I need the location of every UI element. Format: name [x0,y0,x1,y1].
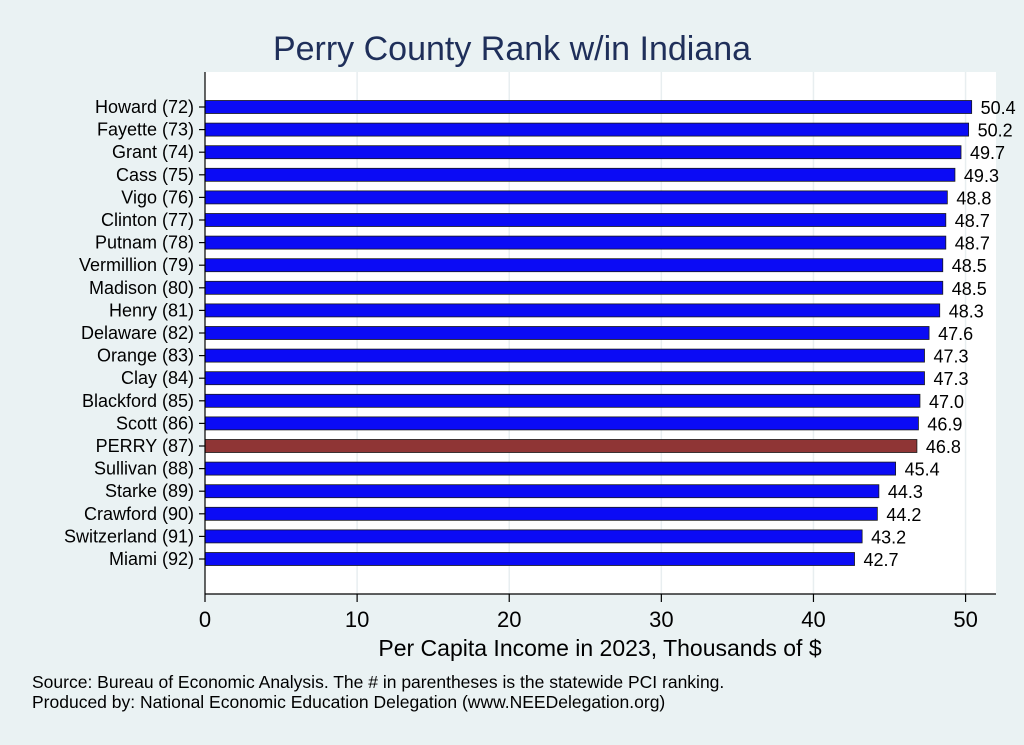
value-label: 46.8 [926,437,961,457]
value-label: 47.0 [929,392,964,412]
category-label: Vermillion (79) [79,255,194,275]
value-label: 48.5 [952,279,987,299]
axes: 0 10 20 30 40 50 Howard (72) Fayette (73)Grant … [64,72,996,632]
bar [204,235,947,250]
value-label: 48.7 [955,234,990,254]
bar [204,552,855,566]
bar [204,393,921,408]
bar [204,303,941,318]
category-label: Blackford (85) [82,391,194,411]
value-label: 47.3 [934,347,969,367]
category-label: Scott (86) [116,413,194,433]
bar [204,461,897,476]
bar [204,167,956,182]
value-label: 49.3 [964,166,999,186]
value-label: 48.8 [956,188,991,208]
bar [204,145,962,160]
x-tick-label: 20 [497,607,521,632]
chart-title: Perry County Rank w/in Indiana [273,30,751,68]
bar [204,280,944,295]
category-label: Starke (89) [105,481,194,501]
category-label: Switzerland (91) [64,526,194,546]
value-label: 50.4 [981,98,1016,118]
category-label: Fayette (73) [97,120,194,140]
bar [204,506,878,521]
x-tick-label: 30 [649,607,673,632]
value-label: 42.7 [864,550,899,570]
bars: 50.450.249.749.348.848.748.748.548.548.3… [204,98,1016,570]
value-label: 48.5 [952,256,987,276]
bar [204,348,925,363]
x-axis-title: Per Capita Income in 2023, Thousands of … [378,635,821,661]
bar [204,213,947,227]
category-label: Crawford (90) [84,504,194,524]
category-label: Clinton (77) [101,210,194,230]
category-label: Putnam (78) [95,233,194,253]
bar [204,326,930,340]
bar [204,122,970,137]
value-label: 47.6 [938,324,973,344]
category-label: Delaware (82) [81,323,194,343]
bar [204,371,925,386]
x-tick-label: 0 [199,607,211,632]
value-label: 43.2 [871,527,906,547]
bar [204,529,863,544]
category-label: Howard (72) [95,97,194,117]
value-label: 47.3 [934,369,969,389]
bar [204,190,948,205]
bar [204,100,973,114]
category-label: Miami (92) [109,549,194,569]
x-tick-label: 40 [801,607,825,632]
category-label: Orange (83) [97,346,194,366]
category-label: Henry (81) [109,300,194,320]
value-label: 48.3 [949,301,984,321]
value-label: 50.2 [978,121,1013,141]
category-label: Madison (80) [89,278,194,298]
category-label: Grant (74) [112,142,194,162]
bar [204,258,944,273]
bar [204,416,919,431]
source-note: Source: Bureau of Economic Analysis. The… [32,672,725,692]
value-label: 48.7 [955,211,990,231]
x-tick-label: 10 [345,607,369,632]
bar [204,439,918,453]
value-label: 49.7 [970,143,1005,163]
value-label: 44.3 [888,482,923,502]
bar [204,484,880,499]
category-label: Cass (75) [116,165,194,185]
category-label: Sullivan (88) [94,459,194,479]
value-label: 46.9 [927,414,962,434]
value-label: 44.2 [886,505,921,525]
value-label: 45.4 [905,460,940,480]
x-tick-label: 50 [953,607,977,632]
category-label: Vigo (76) [121,187,194,207]
category-label: PERRY (87) [96,436,194,456]
category-label: Clay (84) [121,368,194,388]
produced-by-note: Produced by: National Economic Education… [32,692,666,712]
